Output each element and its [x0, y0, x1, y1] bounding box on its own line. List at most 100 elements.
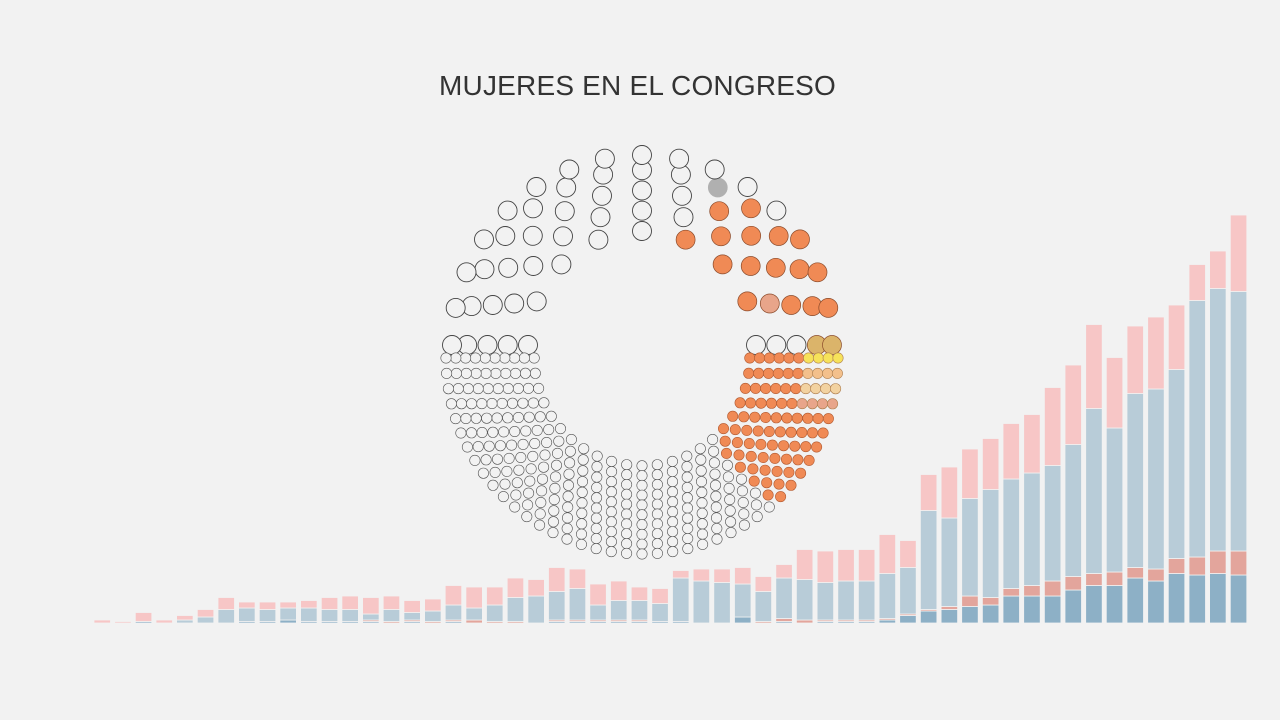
seat-empty: [511, 477, 523, 489]
bar-segment: [651, 588, 669, 604]
bar-segment: [982, 597, 1000, 606]
bar-segment: [734, 567, 752, 585]
bar-segment: [1188, 574, 1206, 624]
seat-empty: [590, 512, 602, 524]
seat-empty: [523, 198, 543, 219]
bar-segment: [1105, 571, 1124, 586]
seat-empty: [621, 478, 633, 490]
bar-segment: [548, 567, 566, 592]
seat-orange: [709, 201, 730, 222]
seat-empty: [562, 490, 574, 502]
bar-segment: [1209, 250, 1227, 289]
seat-orange: [712, 254, 733, 275]
seat-empty: [605, 496, 617, 508]
seat-empty: [667, 506, 679, 518]
seat-empty: [442, 383, 454, 395]
seat-empty: [576, 497, 588, 509]
seat-orange: [785, 426, 797, 438]
seat-empty: [594, 148, 615, 169]
seat-empty: [526, 291, 547, 312]
seat-empty: [480, 367, 492, 379]
seat-empty: [509, 425, 521, 437]
bar-segment: [940, 466, 958, 519]
seat-empty: [578, 443, 590, 455]
seat-empty: [551, 447, 563, 459]
bar-segment: [382, 609, 401, 622]
seat-empty: [621, 508, 633, 520]
bar-segment: [940, 517, 958, 607]
seat-orange: [768, 226, 789, 246]
seat-orange: [745, 397, 757, 409]
bar-segment: [796, 619, 814, 624]
bar-segment: [1209, 288, 1227, 552]
seat-orange: [738, 411, 750, 423]
seat-orange: [786, 397, 798, 409]
seat-light_orange: [802, 367, 814, 379]
seat-empty: [651, 538, 663, 550]
seat-empty: [710, 490, 722, 502]
seat-empty: [491, 453, 503, 465]
seat-empty: [575, 538, 587, 550]
seat-orange: [749, 411, 761, 423]
seat-empty: [523, 256, 544, 276]
seat-empty: [553, 226, 573, 247]
seat-orange: [755, 397, 767, 409]
seat-empty: [450, 352, 462, 364]
seat-orange: [741, 225, 762, 246]
seat-empty: [751, 511, 763, 523]
seat-empty: [577, 454, 589, 466]
seat-empty: [636, 528, 648, 540]
seat-yellow: [822, 352, 834, 364]
seat-empty: [539, 449, 551, 461]
bar-segment: [196, 609, 215, 618]
seat-empty: [564, 445, 576, 457]
seat-empty: [590, 522, 602, 534]
seat-yellow: [803, 352, 815, 364]
bar-segment: [403, 600, 421, 613]
seat-empty: [562, 479, 574, 491]
seat-orange: [792, 454, 804, 466]
seat-empty: [632, 221, 652, 241]
seat-orange: [773, 352, 785, 364]
seat-gray: [707, 177, 728, 198]
bar-segment: [1167, 573, 1186, 624]
seat-empty: [722, 471, 734, 483]
seat-empty: [576, 476, 588, 488]
seat-empty: [588, 229, 609, 250]
seat-orange: [817, 427, 829, 439]
bar-segment: [568, 588, 587, 621]
seat-empty: [651, 478, 663, 490]
seat-empty: [682, 543, 694, 555]
bar-segment: [1044, 580, 1062, 597]
seat-empty: [709, 468, 721, 480]
seat-empty: [472, 441, 484, 453]
bar-segment: [1105, 427, 1124, 573]
seat-empty: [450, 367, 462, 379]
seat-empty: [531, 424, 543, 436]
bar-segment: [610, 580, 628, 601]
bar-segment: [341, 595, 359, 610]
bar-segment: [920, 610, 938, 624]
bar-segment: [961, 448, 979, 499]
seat-empty: [541, 436, 553, 448]
seat-empty: [486, 397, 498, 409]
seat-empty: [695, 476, 707, 488]
seat-orange: [800, 441, 812, 453]
seat-empty: [487, 426, 499, 438]
page-title: MUJERES EN EL CONGRESO: [439, 70, 836, 101]
bar-segment: [1167, 558, 1186, 574]
seat-empty: [534, 411, 546, 423]
seat-empty: [529, 367, 541, 379]
seat-empty: [636, 519, 648, 531]
bar-segment: [444, 604, 463, 621]
seat-empty: [605, 486, 617, 498]
seat-empty: [522, 225, 543, 246]
seat-orange: [806, 427, 818, 439]
bar-segment: [610, 600, 628, 621]
bar-segment: [258, 609, 277, 622]
seat-empty: [681, 492, 693, 504]
seat-empty: [460, 367, 472, 379]
seat-empty: [636, 509, 648, 521]
seat-empty: [666, 466, 678, 478]
bar-segment: [1002, 588, 1020, 597]
